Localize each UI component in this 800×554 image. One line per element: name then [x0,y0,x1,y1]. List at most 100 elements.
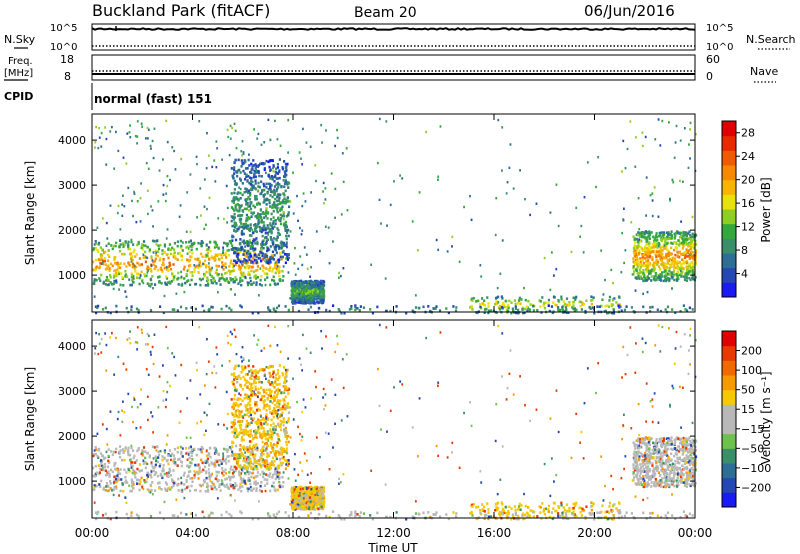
power-cell [262,266,265,269]
power-cell [234,247,237,250]
velocity-cell [152,469,155,473]
power-cell [385,120,388,123]
velocity-cell [272,426,275,429]
velocity-cell [215,449,218,453]
velocity-cell [264,437,267,441]
power-cell [288,256,290,260]
velocity-cell [200,458,203,462]
power-cell [277,304,281,308]
power-cell [235,183,238,187]
power-cell [272,206,275,209]
power-cell [278,183,281,186]
velocity-cell [241,485,244,488]
power-cell [269,255,272,259]
velocity-cell [279,425,282,429]
power-cell [159,257,162,260]
power-cell [632,272,635,276]
velocity-cell [118,445,122,448]
power-cell [296,289,299,293]
power-cell [682,239,684,243]
power-cell [215,243,218,247]
power-cell [137,242,140,245]
power-cell [665,231,668,235]
velocity-cell [95,448,98,451]
power-cell [210,274,213,278]
power-cell [267,259,270,262]
power-cell [195,264,199,268]
velocity-cell [153,473,156,477]
power-cell [200,278,203,282]
power-cell [105,137,108,141]
power-cell [346,209,349,212]
power-cell [673,236,676,240]
velocity-cell [168,470,172,473]
power-cell [241,279,244,282]
velocity-cell [153,465,157,469]
power-cell [305,253,308,256]
power-cell [667,262,670,265]
power-cell [151,139,154,143]
power-cell [94,311,98,315]
power-cell [121,214,124,218]
velocity-cell [167,487,170,490]
power-cell [252,239,255,243]
power-cell [263,212,266,216]
velocity-cell [262,427,265,430]
power-cell [241,232,244,236]
power-cell [334,216,336,220]
power-cell [248,238,251,242]
power-cell [163,266,166,270]
power-cell [254,196,257,200]
velocity-cell [277,434,280,438]
velocity-cell [254,388,257,391]
power-cell [694,262,697,266]
power-cell [547,304,550,307]
velocity-cell [238,473,241,477]
power-cell [278,271,281,274]
power-cell [113,273,116,276]
power-cell [204,284,207,287]
power-cell [585,299,588,303]
power-cell [208,268,211,271]
velocity-cell [164,489,167,492]
power-cell [112,244,116,248]
power-cell [324,225,327,228]
velocity-cell [206,482,209,486]
power-cell [640,234,643,238]
power-cell [273,193,276,196]
power-cell [243,172,247,175]
velocity-cell [209,455,212,459]
power-cell [651,246,654,249]
power-cell [240,305,243,309]
velocity-cell [176,446,180,450]
velocity-cell [163,472,166,476]
power-cell [268,230,271,233]
power-cell [275,199,279,203]
power-cell [257,215,261,219]
velocity-cell [208,477,211,481]
power-cell [150,256,153,260]
velocity-cell [94,452,97,456]
range-tick-label: 1000 [58,269,86,282]
velocity-cell [190,476,194,480]
power-cell [260,259,263,263]
power-cell [673,267,676,271]
power-cell [106,278,109,282]
power-cell [311,288,314,292]
power-cell [266,249,269,253]
power-cell [267,182,271,186]
velocity-cell [285,447,288,450]
velocity-cell [257,424,260,428]
velocity-cell [245,419,249,423]
power-cell [166,140,169,144]
power-cell [261,161,264,165]
velocity-cell [262,452,265,456]
power-cell [687,254,690,258]
velocity-cell [207,484,210,488]
power-cell [254,166,257,170]
velocity-cell [148,455,151,459]
velocity-cell [242,477,245,481]
power-cell [307,290,310,293]
power-cell [356,307,359,310]
power-cell [311,293,315,296]
